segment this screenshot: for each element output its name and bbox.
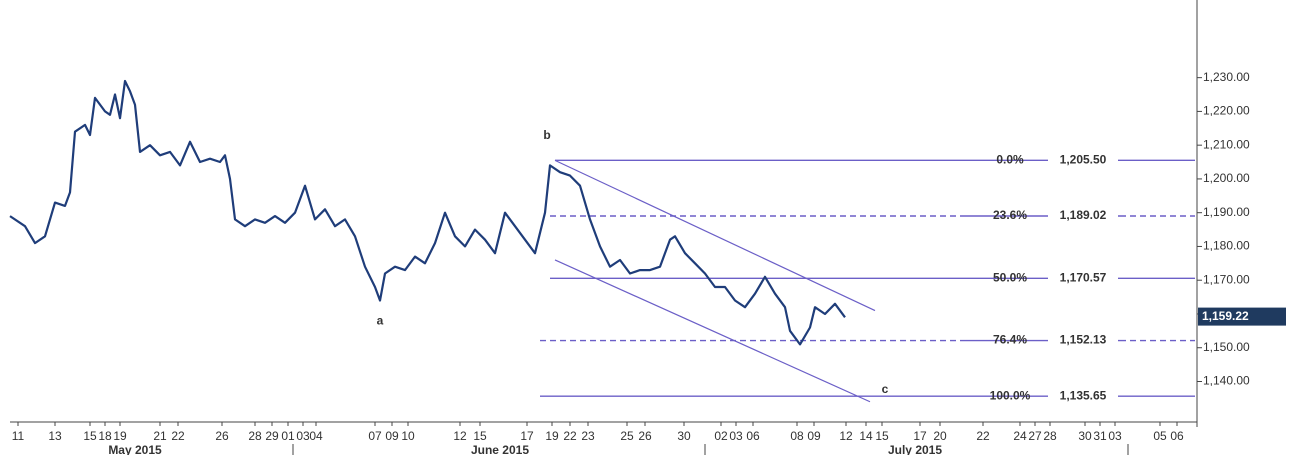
x-tick-label: 12 xyxy=(453,429,467,443)
x-tick-label: 05 xyxy=(1153,429,1167,443)
x-tick-label: 17 xyxy=(913,429,927,443)
x-tick-label: 19 xyxy=(545,429,559,443)
x-tick-label: 23 xyxy=(581,429,595,443)
last-price-label: 1,159.22 xyxy=(1202,309,1249,323)
fib-value: 1,135.65 xyxy=(1060,388,1107,402)
x-tick-label: 03 xyxy=(1108,429,1122,443)
x-tick-label: 06 xyxy=(746,429,760,443)
month-label: June 2015 xyxy=(471,443,529,455)
fib-value-bg xyxy=(1048,152,1118,169)
fib-pct: 100.0% xyxy=(990,388,1031,402)
fib-value-bg xyxy=(1048,332,1118,349)
x-tick-label: 19 xyxy=(113,429,127,443)
fib-value-bg xyxy=(1048,270,1118,287)
x-tick-label: 08 xyxy=(790,429,804,443)
fib-value: 1,189.02 xyxy=(1060,208,1107,222)
x-tick-label: 10 xyxy=(401,429,415,443)
channel-line xyxy=(554,259,871,403)
fib-value: 1,152.13 xyxy=(1060,333,1107,347)
y-tick-label: 1,230.00 xyxy=(1203,70,1250,84)
x-tick-label: 01 xyxy=(281,429,295,443)
x-tick-label: 20 xyxy=(933,429,947,443)
x-tick-label: 26 xyxy=(638,429,652,443)
x-tick-label: 15 xyxy=(875,429,889,443)
fib-value-bg xyxy=(1048,388,1118,405)
y-tick-label: 1,170.00 xyxy=(1203,272,1250,286)
x-tick-label: 17 xyxy=(520,429,534,443)
last-price-tag xyxy=(1198,307,1286,326)
x-tick-label: 25 xyxy=(620,429,634,443)
x-tick-label: 06 xyxy=(1170,429,1184,443)
x-tick-label: 11 xyxy=(12,429,25,443)
x-tick-label: 22 xyxy=(563,429,577,443)
x-tick-label: 28 xyxy=(248,429,262,443)
x-tick-label: 03 xyxy=(729,429,743,443)
x-tick-label: 22 xyxy=(976,429,990,443)
x-tick-label: 02 xyxy=(714,429,728,443)
fib-pct: 76.4% xyxy=(993,333,1027,347)
fib-value: 1,170.57 xyxy=(1060,270,1107,284)
x-tick-label: 09 xyxy=(385,429,399,443)
y-tick-label: 1,180.00 xyxy=(1203,239,1250,253)
x-tick-label: 26 xyxy=(215,429,229,443)
fib-pct: 50.0% xyxy=(993,270,1027,284)
x-tick-label: 29 xyxy=(265,429,279,443)
x-tick-label: 31 xyxy=(1093,429,1107,443)
x-tick-label: 30 xyxy=(677,429,691,443)
x-tick-label: 12 xyxy=(839,429,853,443)
x-tick-label: 09 xyxy=(807,429,821,443)
x-tick-label: 24 xyxy=(1013,429,1027,443)
wave-label: c xyxy=(882,382,889,396)
channel-line xyxy=(554,159,876,312)
x-tick-label: 14 xyxy=(859,429,873,443)
y-tick-label: 1,190.00 xyxy=(1203,205,1250,219)
x-tick-label: 04 xyxy=(309,429,323,443)
x-tick-label: 03 xyxy=(296,429,310,443)
x-tick-label: 15 xyxy=(473,429,487,443)
x-tick-label: 27 xyxy=(1028,429,1042,443)
x-tick-label: 13 xyxy=(48,429,62,443)
y-tick-label: 1,140.00 xyxy=(1203,374,1250,388)
y-tick-label: 1,150.00 xyxy=(1203,340,1250,354)
month-label: May 2015 xyxy=(108,443,162,455)
x-tick-label: 15 xyxy=(83,429,97,443)
x-tick-label: 18 xyxy=(98,429,112,443)
x-tick-label: 07 xyxy=(368,429,382,443)
y-tick-label: 1,220.00 xyxy=(1203,104,1250,118)
y-tick-label: 1,210.00 xyxy=(1203,137,1250,151)
x-tick-label: 21 xyxy=(153,429,167,443)
fib-value: 1,205.50 xyxy=(1060,153,1107,167)
wave-label: a xyxy=(377,314,384,328)
fib-value-bg xyxy=(1048,207,1118,224)
fib-pct: 0.0% xyxy=(996,153,1024,167)
fib-pct: 23.6% xyxy=(993,208,1027,222)
x-tick-label: 28 xyxy=(1043,429,1057,443)
x-tick-label: 30 xyxy=(1078,429,1092,443)
wave-label: b xyxy=(543,128,550,142)
price-line xyxy=(9,79,846,346)
x-tick-label: 22 xyxy=(171,429,185,443)
y-tick-label: 1,200.00 xyxy=(1203,171,1250,185)
month-label: July 2015 xyxy=(888,443,942,455)
